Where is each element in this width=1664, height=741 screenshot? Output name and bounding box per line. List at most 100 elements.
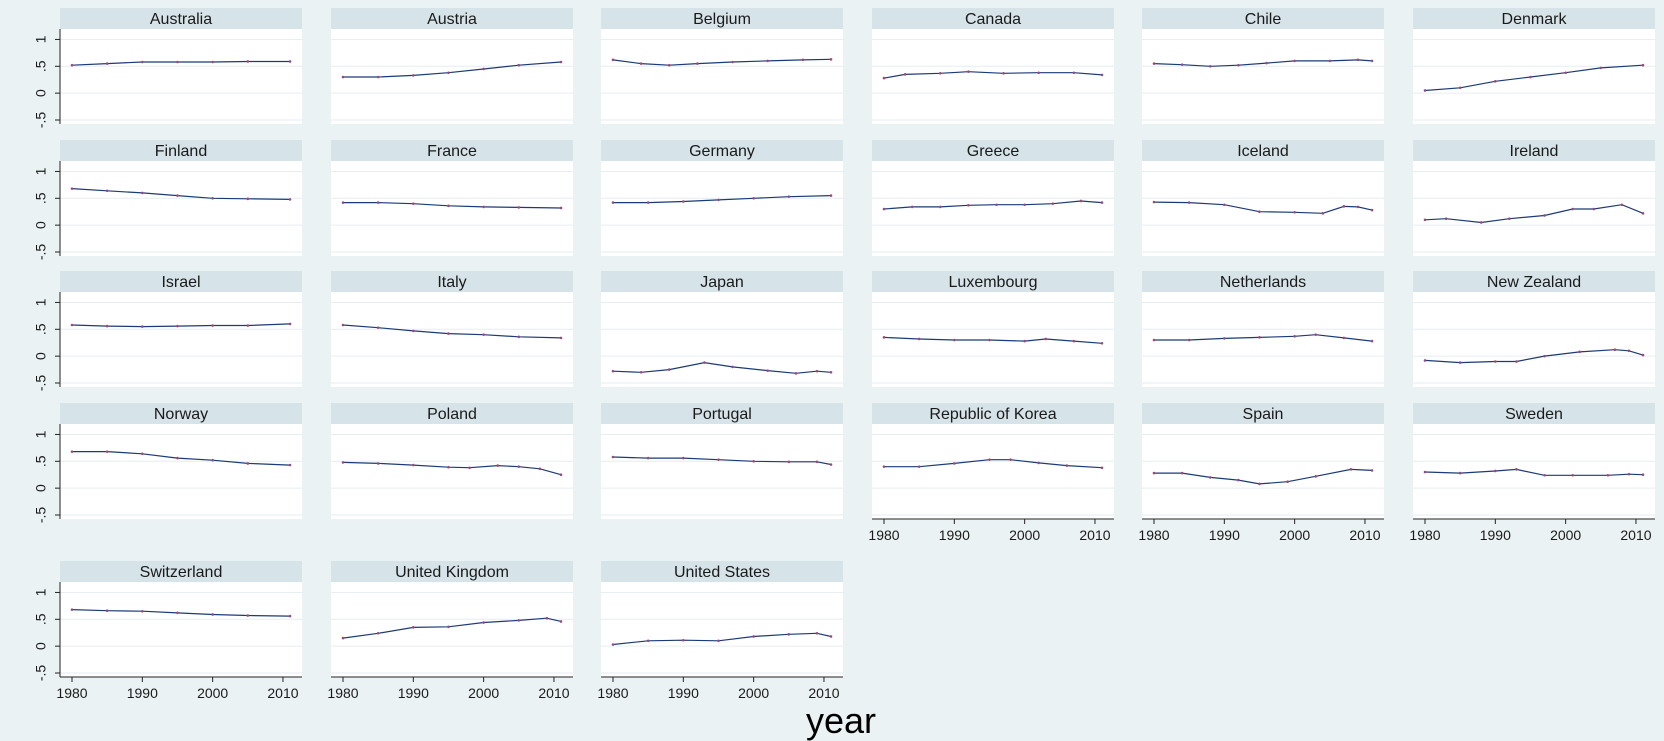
data-point xyxy=(1023,203,1026,207)
panel-title: Republic of Korea xyxy=(929,406,1056,423)
data-point xyxy=(1065,464,1069,467)
data-point xyxy=(1578,350,1582,354)
data-point xyxy=(141,452,144,456)
data-point xyxy=(1286,480,1289,484)
data-point xyxy=(1072,71,1076,75)
panel-header xyxy=(331,403,573,424)
data-point xyxy=(482,67,485,71)
data-point xyxy=(829,463,833,466)
panel-title: Portugal xyxy=(692,406,752,423)
data-point xyxy=(1002,71,1005,75)
data-point xyxy=(1293,59,1296,63)
data-point xyxy=(176,456,179,460)
data-point xyxy=(1423,359,1427,362)
data-point xyxy=(967,203,970,207)
data-point xyxy=(211,613,214,616)
data-point xyxy=(829,370,833,374)
x-tick-label: 1990 xyxy=(1480,527,1511,543)
data-point xyxy=(211,60,214,64)
data-point xyxy=(646,456,650,460)
data-point xyxy=(752,459,755,463)
data-point xyxy=(517,335,521,339)
series-line xyxy=(884,459,1103,469)
y-tick-label: 0 xyxy=(33,642,49,650)
panel-title: Greece xyxy=(967,143,1020,160)
panel-title: Ireland xyxy=(1510,143,1559,160)
data-point xyxy=(288,198,292,201)
panel-header xyxy=(1413,403,1655,424)
data-point xyxy=(1370,59,1374,63)
data-point xyxy=(646,639,650,643)
data-point xyxy=(1321,212,1325,215)
panel-header xyxy=(1142,403,1384,424)
data-point xyxy=(1180,471,1184,475)
data-point xyxy=(1458,361,1462,364)
panel-plot-area xyxy=(1413,292,1655,387)
panel-plot-area xyxy=(1142,161,1384,256)
panel-plot-area xyxy=(601,29,843,124)
data-point xyxy=(1494,360,1497,363)
y-tick-label: 1 xyxy=(33,588,49,596)
panel-header xyxy=(331,271,573,292)
data-point xyxy=(667,63,671,67)
data-point xyxy=(141,191,144,195)
panel-plot-area xyxy=(60,292,302,387)
data-point xyxy=(787,460,791,464)
data-point xyxy=(376,462,380,465)
data-point xyxy=(482,621,485,624)
panel-header xyxy=(60,140,302,161)
data-point xyxy=(1423,89,1427,92)
data-point xyxy=(1494,469,1497,473)
panel-title: Spain xyxy=(1243,406,1284,423)
data-point xyxy=(646,201,650,204)
panel-plot-area xyxy=(601,582,843,677)
data-point xyxy=(988,458,991,461)
y-tick-label: 1 xyxy=(33,35,49,43)
data-point xyxy=(1293,210,1296,214)
data-point xyxy=(1100,341,1104,345)
panel-header xyxy=(331,8,573,29)
data-point xyxy=(412,626,415,629)
panel-header xyxy=(872,403,1114,424)
panel-header xyxy=(60,403,302,424)
data-point xyxy=(1152,200,1156,204)
y-tick-label: -.5 xyxy=(33,244,49,261)
data-point xyxy=(1571,473,1574,477)
data-point xyxy=(1423,218,1427,222)
data-point xyxy=(1627,472,1631,476)
x-tick-label: 2000 xyxy=(468,685,499,701)
data-point xyxy=(988,338,991,342)
data-point xyxy=(917,465,921,468)
panel-header xyxy=(1142,8,1384,29)
data-point xyxy=(1543,473,1546,477)
panel-plot-area xyxy=(331,582,573,677)
data-point xyxy=(1342,205,1346,208)
data-point xyxy=(517,619,521,622)
data-point xyxy=(903,73,907,76)
panel-header xyxy=(601,561,843,582)
data-point xyxy=(1458,86,1462,90)
data-point xyxy=(412,202,415,205)
x-tick-label: 2010 xyxy=(1620,527,1651,543)
x-tick-label: 2010 xyxy=(1079,527,1110,543)
panel-title: Canada xyxy=(965,11,1021,28)
data-point xyxy=(696,62,699,65)
data-point xyxy=(1152,62,1156,65)
x-tick-label: 1980 xyxy=(1138,527,1169,543)
x-tick-label: 1990 xyxy=(398,685,429,701)
panel-plot-area xyxy=(1142,424,1384,519)
data-point xyxy=(766,59,770,63)
x-tick-label: 1980 xyxy=(327,685,358,701)
panel-header xyxy=(601,271,843,292)
panel-header xyxy=(601,140,843,161)
data-point xyxy=(1009,458,1012,461)
x-tick-label: 2010 xyxy=(538,685,569,701)
y-tick-label: .5 xyxy=(33,455,49,467)
data-point xyxy=(938,205,942,209)
x-tick-label: 2010 xyxy=(1349,527,1380,543)
panel-plot-area xyxy=(60,29,302,124)
panel-header xyxy=(1413,8,1655,29)
data-point xyxy=(288,463,292,467)
data-point xyxy=(766,369,770,372)
data-point xyxy=(1349,468,1353,471)
